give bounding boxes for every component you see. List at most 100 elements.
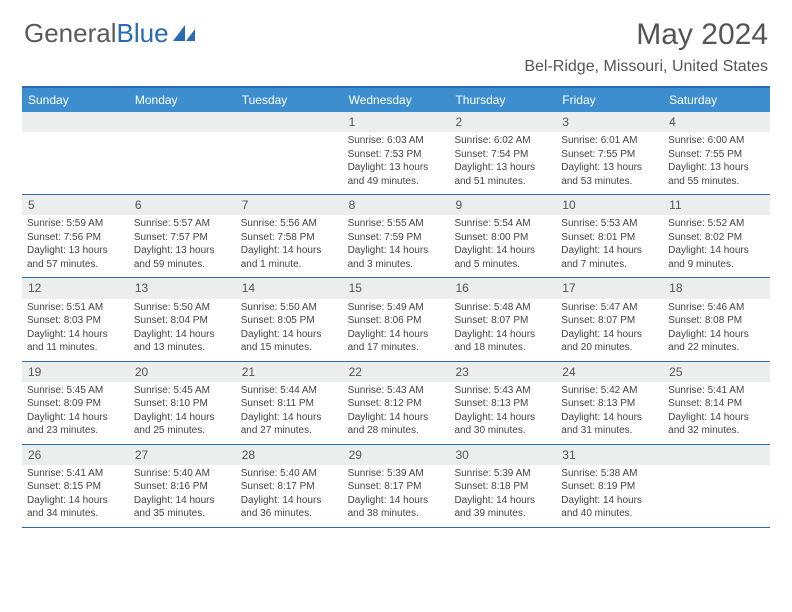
- day-cell: 9Sunrise: 5:54 AMSunset: 8:00 PMDaylight…: [449, 195, 556, 277]
- sunset-text: Sunset: 8:00 PM: [454, 231, 551, 245]
- day-cell: 12Sunrise: 5:51 AMSunset: 8:03 PMDayligh…: [22, 278, 129, 360]
- day-cell: 1Sunrise: 6:03 AMSunset: 7:53 PMDaylight…: [343, 112, 450, 194]
- day-number: 2: [449, 112, 556, 132]
- day-body: Sunrise: 5:50 AMSunset: 8:05 PMDaylight:…: [236, 299, 343, 361]
- daylight-text: Daylight: 14 hours and 5 minutes.: [454, 244, 551, 271]
- day-number: [129, 112, 236, 132]
- day-cell: 16Sunrise: 5:48 AMSunset: 8:07 PMDayligh…: [449, 278, 556, 360]
- daylight-text: Daylight: 14 hours and 36 minutes.: [241, 494, 338, 521]
- day-body: Sunrise: 5:53 AMSunset: 8:01 PMDaylight:…: [556, 215, 663, 277]
- daylight-text: Daylight: 14 hours and 18 minutes.: [454, 328, 551, 355]
- day-body: [236, 132, 343, 190]
- sunrise-text: Sunrise: 5:40 AM: [134, 467, 231, 481]
- sunrise-text: Sunrise: 5:41 AM: [668, 384, 765, 398]
- day-number: 19: [22, 362, 129, 382]
- weeks-container: 1Sunrise: 6:03 AMSunset: 7:53 PMDaylight…: [22, 112, 770, 528]
- daylight-text: Daylight: 14 hours and 38 minutes.: [348, 494, 445, 521]
- week-row: 1Sunrise: 6:03 AMSunset: 7:53 PMDaylight…: [22, 112, 770, 195]
- week-row: 26Sunrise: 5:41 AMSunset: 8:15 PMDayligh…: [22, 445, 770, 528]
- sunset-text: Sunset: 7:55 PM: [561, 148, 658, 162]
- logo: GeneralBlue: [24, 18, 195, 49]
- sunrise-text: Sunrise: 5:41 AM: [27, 467, 124, 481]
- day-cell: 14Sunrise: 5:50 AMSunset: 8:05 PMDayligh…: [236, 278, 343, 360]
- sunset-text: Sunset: 7:53 PM: [348, 148, 445, 162]
- sunrise-text: Sunrise: 6:03 AM: [348, 134, 445, 148]
- sunset-text: Sunset: 8:16 PM: [134, 480, 231, 494]
- day-number: 11: [663, 195, 770, 215]
- day-number: 18: [663, 278, 770, 298]
- sunrise-text: Sunrise: 5:57 AM: [134, 217, 231, 231]
- daylight-text: Daylight: 14 hours and 11 minutes.: [27, 328, 124, 355]
- day-number: 5: [22, 195, 129, 215]
- day-cell: 24Sunrise: 5:42 AMSunset: 8:13 PMDayligh…: [556, 362, 663, 444]
- day-cell: [22, 112, 129, 194]
- day-cell: 22Sunrise: 5:43 AMSunset: 8:12 PMDayligh…: [343, 362, 450, 444]
- sunset-text: Sunset: 8:07 PM: [454, 314, 551, 328]
- day-number: 30: [449, 445, 556, 465]
- sunrise-text: Sunrise: 5:43 AM: [454, 384, 551, 398]
- daylight-text: Daylight: 14 hours and 25 minutes.: [134, 411, 231, 438]
- day-body: [22, 132, 129, 190]
- daylight-text: Daylight: 14 hours and 34 minutes.: [27, 494, 124, 521]
- dow-friday: Friday: [556, 88, 663, 112]
- day-cell: [129, 112, 236, 194]
- day-cell: 23 Sunrise: 5:43 AMSunset: 8:13 PMDayligh…: [449, 362, 556, 444]
- day-cell: 6Sunrise: 5:57 AMSunset: 7:57 PMDaylight…: [129, 195, 236, 277]
- day-body: Sunrise: 6:01 AMSunset: 7:55 PMDaylight:…: [556, 132, 663, 194]
- daylight-text: Daylight: 14 hours and 30 minutes.: [454, 411, 551, 438]
- daylight-text: Daylight: 14 hours and 23 minutes.: [27, 411, 124, 438]
- day-number: 10: [556, 195, 663, 215]
- day-body: Sunrise: 5:39 AMSunset: 8:18 PMDaylight:…: [449, 465, 556, 527]
- day-body: Sunrise: 5:40 AMSunset: 8:16 PMDaylight:…: [129, 465, 236, 527]
- dow-monday: Monday: [129, 88, 236, 112]
- daylight-text: Daylight: 14 hours and 39 minutes.: [454, 494, 551, 521]
- sunset-text: Sunset: 8:17 PM: [348, 480, 445, 494]
- day-cell: 19Sunrise: 5:45 AMSunset: 8:09 PMDayligh…: [22, 362, 129, 444]
- day-cell: 10Sunrise: 5:53 AMSunset: 8:01 PMDayligh…: [556, 195, 663, 277]
- sunrise-text: Sunrise: 5:50 AM: [241, 301, 338, 315]
- day-number: 23: [449, 362, 556, 382]
- day-cell: 18Sunrise: 5:46 AMSunset: 8:08 PMDayligh…: [663, 278, 770, 360]
- sunset-text: Sunset: 8:08 PM: [668, 314, 765, 328]
- day-body: Sunrise: 5:45 AMSunset: 8:09 PMDaylight:…: [22, 382, 129, 444]
- day-number: 3: [556, 112, 663, 132]
- calendar: Sunday Monday Tuesday Wednesday Thursday…: [22, 86, 770, 528]
- day-cell: 20Sunrise: 5:45 AMSunset: 8:10 PMDayligh…: [129, 362, 236, 444]
- day-body: Sunrise: 5:38 AMSunset: 8:19 PMDaylight:…: [556, 465, 663, 527]
- day-body: Sunrise: 5:41 AMSunset: 8:15 PMDaylight:…: [22, 465, 129, 527]
- sunrise-text: Sunrise: 5:42 AM: [561, 384, 658, 398]
- day-body: Sunrise: 5:51 AMSunset: 8:03 PMDaylight:…: [22, 299, 129, 361]
- sunrise-text: Sunrise: 5:53 AM: [561, 217, 658, 231]
- day-body: Sunrise: 5:47 AMSunset: 8:07 PMDaylight:…: [556, 299, 663, 361]
- sunrise-text: Sunrise: 5:47 AM: [561, 301, 658, 315]
- sunset-text: Sunset: 7:56 PM: [27, 231, 124, 245]
- sunset-text: Sunset: 8:13 PM: [561, 397, 658, 411]
- month-title: May 2024: [524, 18, 768, 52]
- day-number: 15: [343, 278, 450, 298]
- sunrise-text: Sunrise: 5:51 AM: [27, 301, 124, 315]
- logo-text-blue: Blue: [117, 18, 169, 49]
- day-number: 21: [236, 362, 343, 382]
- daylight-text: Daylight: 14 hours and 3 minutes.: [348, 244, 445, 271]
- day-number: 14: [236, 278, 343, 298]
- day-cell: 30Sunrise: 5:39 AMSunset: 8:18 PMDayligh…: [449, 445, 556, 527]
- day-number: [663, 445, 770, 465]
- week-row: 19Sunrise: 5:45 AMSunset: 8:09 PMDayligh…: [22, 362, 770, 445]
- sunrise-text: Sunrise: 6:01 AM: [561, 134, 658, 148]
- daylight-text: Daylight: 14 hours and 13 minutes.: [134, 328, 231, 355]
- day-body: Sunrise: 5:55 AMSunset: 7:59 PMDaylight:…: [343, 215, 450, 277]
- sunrise-text: Sunrise: 5:52 AM: [668, 217, 765, 231]
- day-number: 6: [129, 195, 236, 215]
- daylight-text: Daylight: 14 hours and 17 minutes.: [348, 328, 445, 355]
- location-text: Bel-Ridge, Missouri, United States: [524, 58, 768, 76]
- sunset-text: Sunset: 8:05 PM: [241, 314, 338, 328]
- daylight-text: Daylight: 14 hours and 20 minutes.: [561, 328, 658, 355]
- daylight-text: Daylight: 13 hours and 51 minutes.: [454, 161, 551, 188]
- sunset-text: Sunset: 8:13 PM: [454, 397, 551, 411]
- week-row: 12Sunrise: 5:51 AMSunset: 8:03 PMDayligh…: [22, 278, 770, 361]
- day-cell: 27Sunrise: 5:40 AMSunset: 8:16 PMDayligh…: [129, 445, 236, 527]
- sunrise-text: Sunrise: 5:49 AM: [348, 301, 445, 315]
- day-body: Sunrise: 5:54 AMSunset: 8:00 PMDaylight:…: [449, 215, 556, 277]
- day-number: 9: [449, 195, 556, 215]
- daylight-text: Daylight: 14 hours and 40 minutes.: [561, 494, 658, 521]
